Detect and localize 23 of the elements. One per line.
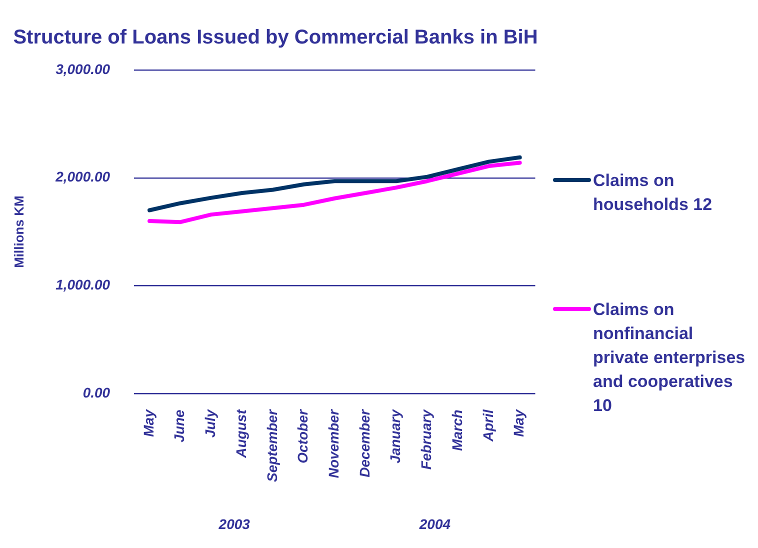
x-tick-label: January: [387, 408, 404, 464]
x-tick-label: March: [448, 410, 465, 451]
x-tick-label: February: [418, 408, 434, 470]
x-tick-label: December: [356, 408, 372, 478]
y-axis-title: Millions KM: [11, 196, 26, 268]
legend-label: Claims on nonfinancial private enterprises and cooperatives 10: [593, 298, 746, 416]
legend-label: Claims on households 12: [593, 170, 714, 216]
x-tick-label: July: [202, 408, 218, 438]
text: 2003: [218, 516, 250, 532]
x-tick-label: April: [480, 408, 496, 443]
y-tick-label: 3,000.00: [56, 60, 110, 77]
x-tick-label: October: [294, 408, 311, 464]
y-tick-label: 2,000.00: [54, 168, 110, 185]
x-tick-label: November: [326, 408, 342, 478]
x-tick-label: May: [140, 408, 156, 437]
x-tick-label: May: [510, 408, 527, 437]
y-tick-label: 0.00: [82, 384, 110, 400]
x-tick-label: August: [232, 408, 249, 459]
y-tick-label: 1,000.00: [56, 276, 110, 293]
chart-title: Structure of Loans Issued by Commercial Banks in BiH: [13, 26, 538, 49]
x-tick-label: September: [264, 408, 280, 482]
text: 2004: [418, 516, 451, 532]
x-tick-label: June: [171, 409, 188, 442]
